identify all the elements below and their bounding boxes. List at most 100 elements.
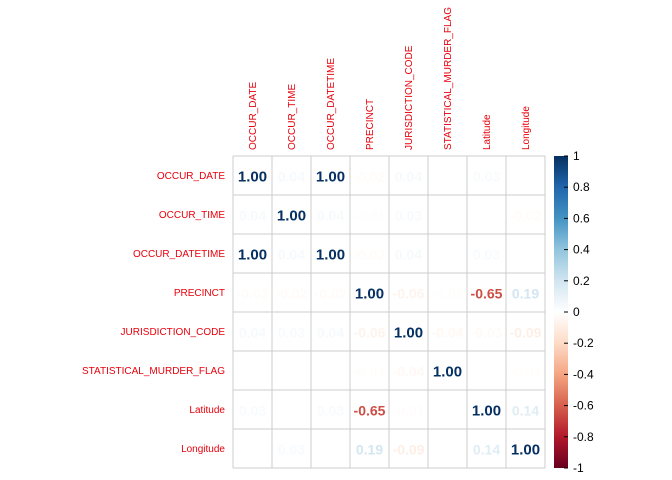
cell-value-2-3: -0.02 (354, 247, 386, 263)
cell-value-7-6: 0.14 (473, 442, 500, 458)
cell-value-1-2: 0.04 (317, 208, 344, 224)
colorbar-gradient (554, 156, 568, 468)
cell-2-7 (506, 234, 545, 273)
cell-1-2 (311, 195, 350, 234)
colorbar-tick-label: 0 (573, 305, 580, 319)
cell-value-6-2: 0.03 (317, 403, 344, 419)
cell-value-4-5: -0.04 (432, 325, 464, 341)
cell-4-3 (350, 312, 389, 351)
column-label: Latitude (482, 114, 493, 150)
cell-1-5 (428, 195, 467, 234)
cell-6-4 (389, 390, 428, 429)
cell-7-3 (350, 429, 389, 468)
cell-7-5 (428, 429, 467, 468)
cell-0-3 (350, 156, 389, 195)
cell-0-7 (506, 156, 545, 195)
cell-5-2 (311, 351, 350, 390)
column-label: PRECINCT (365, 99, 376, 150)
cell-3-0 (233, 273, 272, 312)
cell-4-7 (506, 312, 545, 351)
cell-5-6 (467, 351, 506, 390)
cell-value-1-0: 0.04 (239, 208, 266, 224)
cell-3-3 (350, 273, 389, 312)
cell-value-3-7: 0.19 (512, 286, 539, 302)
cell-value-4-1: 0.03 (278, 325, 305, 341)
cell-6-5 (428, 390, 467, 429)
column-label: OCCUR_TIME (287, 84, 298, 150)
cell-value-6-3: -0.65 (354, 403, 386, 419)
cell-value-3-1: -0.02 (276, 286, 308, 302)
cell-1-3 (350, 195, 389, 234)
row-label: PRECINCT (174, 288, 225, 299)
cell-5-3 (350, 351, 389, 390)
cell-3-7 (506, 273, 545, 312)
cell-value-3-0: -0.02 (237, 286, 269, 302)
cell-value-1-7: -0.02 (510, 208, 542, 224)
row-label: JURISDICTION_CODE (121, 327, 226, 338)
colorbar-tick-label: 0.6 (573, 211, 590, 225)
cell-value-7-1: 0.03 (278, 442, 305, 458)
cell-value-0-0: 1.00 (238, 169, 267, 186)
cell-value-2-0: 1.00 (238, 247, 267, 264)
cell-value-4-3: -0.06 (354, 325, 386, 341)
cell-0-4 (389, 156, 428, 195)
column-label: Longitude (521, 106, 532, 150)
cell-value-4-7: -0.09 (510, 325, 542, 341)
cell-value-2-4: 0.04 (395, 247, 422, 263)
cell-6-7 (506, 390, 545, 429)
cell-value-7-3: 0.19 (356, 442, 383, 458)
cell-value-2-6: 0.03 (473, 247, 500, 263)
cell-3-6 (467, 273, 506, 312)
cell-1-6 (467, 195, 506, 234)
cell-2-5 (428, 234, 467, 273)
cell-value-5-5: 1.00 (433, 364, 462, 381)
cell-value-0-6: 0.03 (473, 169, 500, 185)
cell-value-0-4: 0.04 (395, 169, 422, 185)
cell-value-7-7: 1.00 (511, 442, 540, 459)
cell-value-1-4: 0.03 (395, 208, 422, 224)
cell-value-6-4: -0.01 (393, 403, 425, 419)
cell-0-1 (272, 156, 311, 195)
cell-value-6-7: 0.14 (512, 403, 539, 419)
cell-value-5-7: -0.01 (510, 364, 542, 380)
grid-lines (232, 155, 546, 469)
cell-7-7 (506, 429, 545, 468)
cell-7-4 (389, 429, 428, 468)
cell-5-1 (272, 351, 311, 390)
cell-3-4 (389, 273, 428, 312)
cell-3-1 (272, 273, 311, 312)
cell-value-2-2: 1.00 (316, 247, 345, 264)
colorbar-tick-label: -0.4 (573, 367, 594, 381)
cell-5-5 (428, 351, 467, 390)
colorbar-tick-label: 0.2 (573, 274, 590, 288)
cell-7-2 (311, 429, 350, 468)
cell-6-2 (311, 390, 350, 429)
colorbar-tick-label: -0.2 (573, 336, 594, 350)
cell-2-4 (389, 234, 428, 273)
row-label: Longitude (181, 444, 225, 455)
cell-value-3-3: 1.00 (355, 286, 384, 303)
cell-5-4 (389, 351, 428, 390)
cell-4-5 (428, 312, 467, 351)
column-labels: OCCUR_DATE OCCUR_TIME OCCUR_DATETIME PRECIN… (248, 7, 532, 150)
row-labels: OCCUR_DATE OCCUR_TIME OCCUR_DATETIME PRECIN… (82, 171, 225, 455)
cell-4-2 (311, 312, 350, 351)
cell-value-0-2: 1.00 (316, 169, 345, 186)
cell-6-0 (233, 390, 272, 429)
cell-value-2-1: 0.04 (278, 247, 305, 263)
cell-value-4-6: -0.03 (471, 325, 503, 341)
colorbar: 1 0.8 0.6 0.4 0.2 0 -0.2 -0.4 -0.6 -0.8 -1 (554, 149, 594, 475)
cell-2-1 (272, 234, 311, 273)
cell-3-5 (428, 273, 467, 312)
cell-3-2 (311, 273, 350, 312)
cell-value-5-3: -0.01 (354, 364, 386, 380)
cell-1-4 (389, 195, 428, 234)
cell-value-1-3: -0.01 (354, 208, 386, 224)
cell-value-5-4: -0.04 (393, 364, 425, 380)
cell-value-3-6: -0.65 (471, 286, 503, 302)
colorbar-tick-label: 0.4 (573, 243, 590, 257)
row-label: OCCUR_DATE (157, 171, 225, 182)
cell-6-3 (350, 390, 389, 429)
